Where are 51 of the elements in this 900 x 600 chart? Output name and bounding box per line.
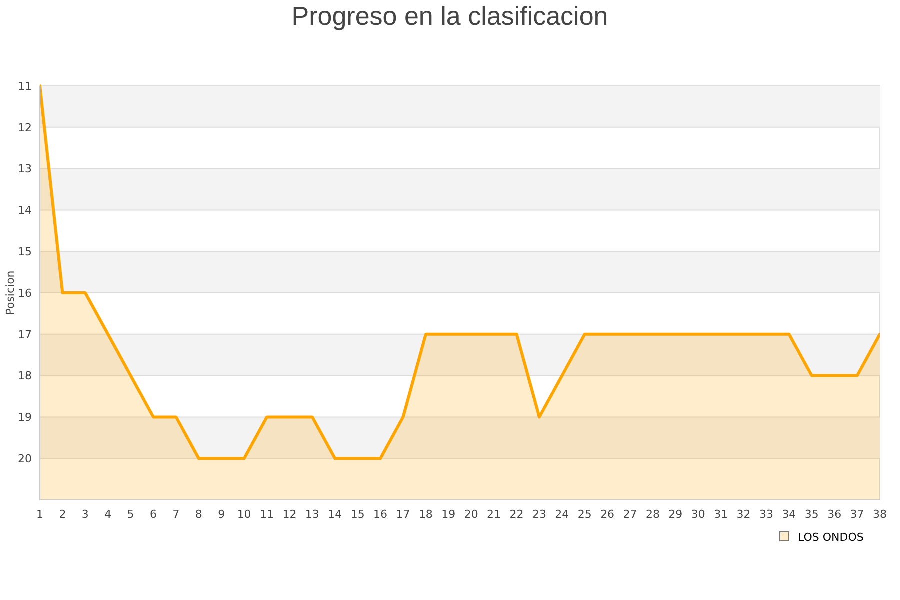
y-tick-label: 19: [18, 411, 32, 424]
x-tick-label: 17: [396, 508, 410, 521]
x-tick-label: 29: [668, 508, 683, 521]
y-tick-label: 11: [18, 80, 32, 93]
x-tick-label: 37: [850, 508, 864, 521]
x-tick-label: 30: [691, 508, 706, 521]
y-tick-label: 12: [18, 121, 32, 134]
x-tick-label: 15: [350, 508, 365, 521]
y-tick-label: 15: [18, 245, 32, 258]
x-tick-label: 2: [59, 508, 66, 521]
y-tick-label: 16: [18, 286, 32, 300]
x-tick-label: 7: [172, 508, 180, 521]
x-tick-label: 18: [418, 508, 433, 521]
x-tick-label: 14: [328, 508, 342, 521]
x-tick-label: 11: [260, 508, 274, 521]
x-tick-label: 27: [623, 508, 638, 521]
legend-label: LOS ONDOS: [798, 530, 864, 544]
y-tick-label: 17: [18, 328, 32, 342]
x-tick-label: 12: [282, 508, 297, 521]
x-tick-label: 36: [828, 508, 842, 521]
x-tick-label: 34: [782, 508, 796, 521]
y-tick-label: 13: [18, 162, 32, 176]
x-tick-label: 28: [646, 508, 660, 521]
x-tick-label: 25: [578, 508, 592, 521]
x-tick-label: 3: [82, 508, 89, 521]
x-tick-label: 5: [127, 508, 134, 521]
x-tick-label: 13: [305, 508, 320, 521]
x-tick-label: 21: [487, 508, 502, 521]
x-tick-label: 32: [736, 508, 751, 521]
x-tick-label: 16: [374, 508, 388, 521]
x-tick-label: 33: [759, 508, 774, 521]
x-tick-label: 19: [442, 508, 456, 521]
x-tick-label: 38: [873, 508, 887, 521]
x-tick-label: 31: [714, 508, 728, 521]
x-tick-label: 24: [555, 508, 570, 521]
x-tick-label: 8: [195, 508, 202, 521]
x-tick-label: 1: [36, 508, 44, 521]
x-tick-label: 6: [150, 508, 158, 521]
y-tick-label: 20: [18, 452, 32, 466]
chart-title: Progreso en la clasificacion: [292, 1, 608, 31]
x-tick-label: 20: [464, 508, 478, 521]
y-axis-title: Posicion: [4, 270, 17, 316]
x-tick-label: 10: [237, 508, 252, 521]
y-tick-label: 18: [18, 370, 32, 383]
x-tick-label: 4: [104, 508, 112, 521]
x-tick-label: 23: [532, 508, 546, 521]
x-tick-label: 9: [218, 508, 226, 521]
x-tick-label: 22: [510, 508, 524, 521]
y-tick-label: 14: [18, 204, 32, 218]
x-tick-label: 26: [600, 508, 615, 521]
x-tick-label: 35: [804, 508, 819, 521]
